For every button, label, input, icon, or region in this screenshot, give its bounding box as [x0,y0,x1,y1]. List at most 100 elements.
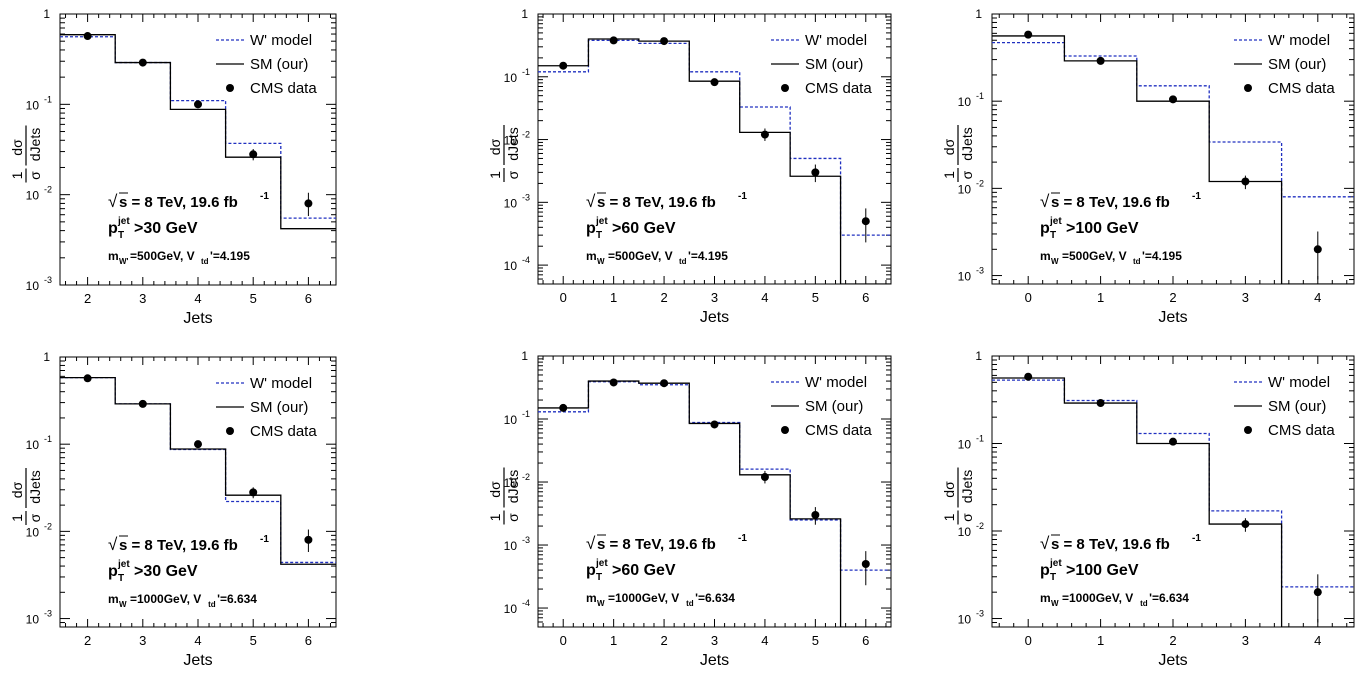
legend-cms-marker [1244,426,1252,434]
mass-subscript: W [597,599,605,608]
data-point [194,100,202,109]
legend-wprime-label: W' model [1268,374,1330,391]
energy-label: s = 8 TeV, 19.6 fb [1051,536,1170,553]
sqrt-symbol: √ [108,535,118,554]
y-title-denominator: σ [27,171,43,180]
x-axis: 2 3 4 5 6 Jets [65,357,331,669]
data-point [138,58,147,67]
y-tick-exponent: -4 [522,255,530,265]
plot-frame [991,355,1355,628]
data-point [1169,437,1177,446]
mass-subscript: W' [119,257,129,266]
x-tick-label: 3 [711,633,718,648]
y-tick-label: -3 10 [26,609,52,627]
x-tick-label: 6 [305,633,312,648]
series-cms-data [559,36,870,243]
y-title-dsigma: dσ [941,481,957,498]
mass-symbol: m [108,249,119,263]
data-point [194,440,202,449]
y-tick-label: 1 [43,350,50,364]
x-tick-label: 2 [1169,290,1176,305]
x-tick-label: 2 [84,291,91,306]
series-sm-our [992,35,1354,284]
data-point [660,37,669,46]
x-tick-label: 3 [139,291,146,306]
legend-cms-label: CMS data [1268,422,1335,439]
energy-label: s = 8 TeV, 19.6 fb [597,194,716,211]
x-axis-title: Jets [700,652,729,669]
series-group [992,30,1354,284]
energy-exponent: -1 [738,191,747,202]
y-tick-label: -2 10 [504,130,530,148]
pt-symbol: p [586,220,596,237]
y-tick-base: 10 [958,525,972,539]
data-point [811,510,820,519]
x-tick-label: 1 [1097,633,1104,648]
y-tick-exponent: -3 [976,266,984,276]
y-title-denominator: σ [959,170,975,179]
mass-subscript: W [119,600,127,609]
y-tick-exponent: -3 [976,609,984,619]
data-point [1313,588,1322,597]
y-tick-label: -4 10 [504,598,530,616]
y-axis-title: 1 σ dσ dJets [487,125,521,182]
data-point [559,61,568,70]
y-title-dsigma: dσ [9,139,25,156]
series-sm-our [60,34,336,230]
y-tick-base: 10 [26,525,40,539]
energy-exponent: -1 [738,533,747,544]
y-tick-label: -4 10 [504,255,530,273]
y-tick-label: 1 [521,349,528,363]
y-tick-label: -1 10 [958,434,984,452]
annotation: √ s = 8 TeV, 19.6 fb -1 p jet T >60 GeV m W =500G… [586,191,747,266]
pt-superscript: jet [1049,216,1062,227]
legend-cms-marker [781,84,789,92]
plot-frame [991,13,1355,285]
data-point [1169,95,1177,104]
legend-wprime-label: W' model [250,32,312,49]
y-title-dsigma: dσ [941,138,957,155]
data-point [861,217,870,226]
energy-exponent: -1 [1192,191,1201,202]
mass-subscript: W [1051,257,1059,266]
y-axis-title: 1 σ dσ dJets [487,467,521,525]
legend-sm-label: SM (our) [805,398,863,415]
y-tick-label: 1 [521,7,528,21]
legend-cms-marker [226,427,234,435]
y-title-denominator: σ [27,513,43,522]
pt-superscript: jet [1049,558,1062,569]
y-tick-base: 10 [504,259,518,273]
y-title-numerator: 1 [9,514,25,522]
y-title-denominator: σ [505,170,521,179]
y-tick-label: 1 [43,7,50,21]
x-tick-label: 5 [812,633,819,648]
x-tick-label: 6 [305,291,312,306]
y-tick-label: -2 10 [958,521,984,539]
y-tick-exponent: -1 [44,434,52,444]
annotation: √ s = 8 TeV, 19.6 fb -1 p jet T >30 GeV m W =1000… [108,534,269,609]
vtd-subscript: td [1140,599,1148,608]
x-tick-label: 4 [761,633,768,648]
y-axis: -3 10 -2 10 -1 10 1 [26,350,336,628]
pt-cut-label: >30 GeV [134,220,198,237]
series-group [60,32,336,230]
data-point [249,488,258,497]
y-tick-exponent: -3 [522,192,530,202]
data-point [83,374,92,383]
y-tick-base: 10 [958,95,972,109]
x-axis: 0 1 2 3 4 5 6 Jets [542,356,887,669]
y-tick-base: 10 [504,71,518,85]
legend-wprime-label: W' model [805,32,867,49]
x-axis-title: Jets [183,310,212,327]
sqrt-symbol: √ [108,192,118,211]
y-tick-exponent: -3 [44,609,52,619]
x-tick-label: 6 [862,290,869,305]
y-title-dsigma: dσ [9,481,25,498]
x-tick-label: 3 [1242,633,1249,648]
x-tick-label: 0 [1025,633,1032,648]
energy-exponent: -1 [260,191,269,202]
mass-label: =500GeV, V [1062,249,1127,263]
pt-subscript: T [1050,230,1056,241]
